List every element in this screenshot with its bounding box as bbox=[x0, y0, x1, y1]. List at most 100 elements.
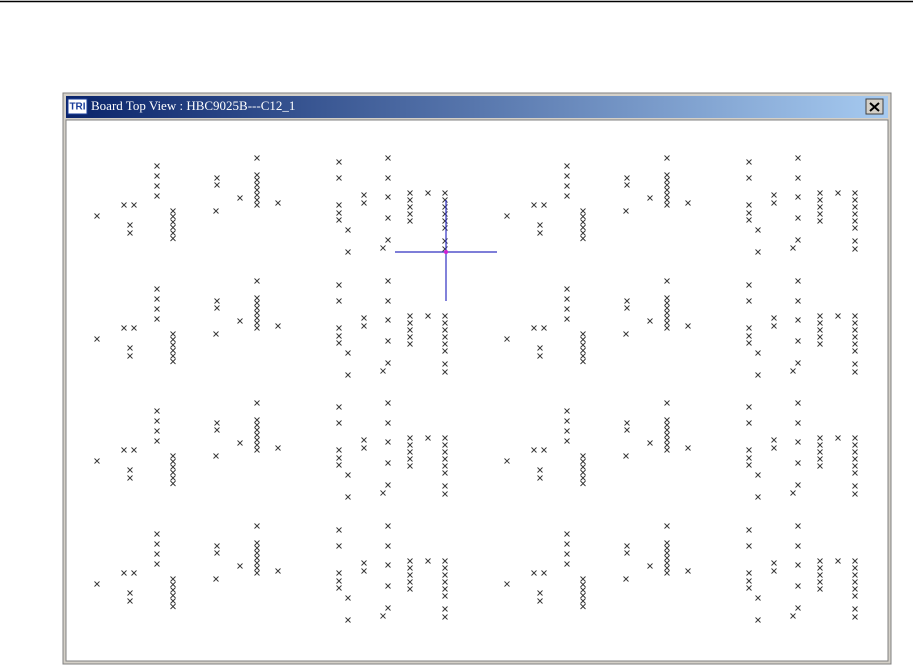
pin-mark bbox=[685, 568, 691, 574]
pin-mark bbox=[170, 576, 176, 582]
pin-mark bbox=[852, 218, 858, 224]
pin-mark bbox=[154, 306, 160, 312]
pin-mark bbox=[504, 336, 510, 342]
pin-mark bbox=[817, 197, 823, 203]
pin-mark bbox=[771, 560, 777, 566]
pin-mark bbox=[537, 590, 543, 596]
pin-mark bbox=[817, 579, 823, 585]
pin-mark bbox=[564, 306, 570, 312]
pin-mark bbox=[336, 447, 342, 453]
close-icon[interactable] bbox=[869, 102, 880, 112]
pin-mark bbox=[664, 278, 670, 284]
pin-mark bbox=[442, 334, 448, 340]
pin-mark bbox=[254, 550, 260, 556]
pin-mark bbox=[755, 595, 761, 601]
pin-mark bbox=[170, 213, 176, 220]
pin-mark bbox=[664, 400, 670, 406]
pin-mark bbox=[170, 475, 176, 481]
pin-mark bbox=[852, 593, 858, 599]
pin-mark bbox=[817, 218, 823, 224]
pin-mark bbox=[254, 202, 260, 208]
pin-mark bbox=[442, 361, 448, 367]
pin-mark bbox=[214, 182, 220, 188]
pin-mark bbox=[664, 300, 670, 306]
pin-mark bbox=[623, 453, 629, 459]
pin-mark bbox=[336, 543, 342, 549]
pin-marks bbox=[94, 155, 858, 623]
pin-mark bbox=[442, 327, 448, 333]
pin-mark bbox=[442, 491, 448, 497]
pin-mark bbox=[254, 555, 260, 561]
close-button[interactable] bbox=[865, 98, 884, 115]
pin-mark bbox=[214, 420, 220, 426]
pin-mark bbox=[385, 237, 391, 243]
pin-mark bbox=[442, 313, 448, 319]
pin-mark bbox=[385, 439, 391, 445]
pin-mark bbox=[385, 543, 391, 549]
pin-mark bbox=[385, 338, 391, 344]
pin-mark bbox=[564, 438, 570, 444]
pin-mark bbox=[170, 235, 176, 242]
pin-mark bbox=[385, 278, 391, 284]
pin-mark bbox=[755, 372, 761, 378]
pin-mark bbox=[127, 590, 133, 596]
pin-mark bbox=[345, 494, 351, 500]
pin-mark bbox=[237, 318, 243, 324]
pin-mark bbox=[755, 617, 761, 623]
pin-mark bbox=[94, 458, 100, 464]
pin-mark bbox=[795, 605, 801, 611]
pin-mark bbox=[442, 463, 448, 469]
pin-mark bbox=[214, 543, 220, 549]
pin-mark bbox=[746, 585, 752, 591]
pin-mark bbox=[564, 541, 570, 547]
window-title: Board Top View : HBC9025B---C12_1 bbox=[91, 98, 295, 113]
pin-mark bbox=[154, 551, 160, 557]
pin-mark bbox=[852, 348, 858, 354]
pin-mark bbox=[580, 235, 586, 242]
pin-mark bbox=[336, 298, 342, 304]
pin-mark bbox=[817, 341, 823, 347]
pin-mark bbox=[170, 453, 176, 459]
pin-mark bbox=[154, 438, 160, 444]
pin-mark bbox=[817, 565, 823, 571]
pin-mark bbox=[564, 183, 570, 189]
pin-mark bbox=[580, 587, 586, 593]
pin-mark bbox=[564, 163, 570, 169]
pin-mark bbox=[664, 427, 670, 433]
pin-mark bbox=[580, 224, 586, 231]
pin-mark bbox=[624, 175, 630, 181]
pin-mark bbox=[580, 353, 586, 359]
pin-mark bbox=[537, 222, 543, 228]
pin-mark bbox=[254, 400, 260, 406]
pin-mark bbox=[127, 345, 133, 351]
pin-mark bbox=[852, 246, 858, 252]
pin-mark bbox=[504, 581, 510, 587]
pin-mark bbox=[170, 230, 176, 236]
pin-mark bbox=[852, 435, 858, 441]
pin-mark bbox=[254, 305, 260, 311]
pin-mark bbox=[541, 570, 547, 576]
pin-mark bbox=[664, 437, 670, 443]
pin-mark bbox=[647, 318, 653, 324]
pin-mark bbox=[345, 595, 351, 601]
pin-mark bbox=[580, 464, 586, 470]
pin-mark bbox=[564, 428, 570, 434]
pin-mark bbox=[564, 286, 570, 292]
pin-mark bbox=[852, 313, 858, 319]
pin-mark bbox=[746, 159, 752, 165]
pin-mark bbox=[580, 480, 586, 487]
pin-mark bbox=[254, 545, 260, 551]
pin-mark bbox=[407, 579, 413, 585]
pin-mark bbox=[407, 435, 413, 441]
pin-mark bbox=[746, 282, 752, 288]
pin-mark bbox=[580, 576, 586, 582]
pin-mark bbox=[771, 437, 777, 443]
pin-mark bbox=[127, 222, 133, 228]
pin-mark bbox=[385, 420, 391, 426]
pin-mark bbox=[746, 447, 752, 453]
pin-mark bbox=[361, 200, 367, 206]
pin-mark bbox=[254, 155, 260, 161]
crosshair-center bbox=[444, 250, 448, 254]
pin-mark bbox=[795, 317, 801, 323]
pin-mark bbox=[385, 215, 391, 221]
